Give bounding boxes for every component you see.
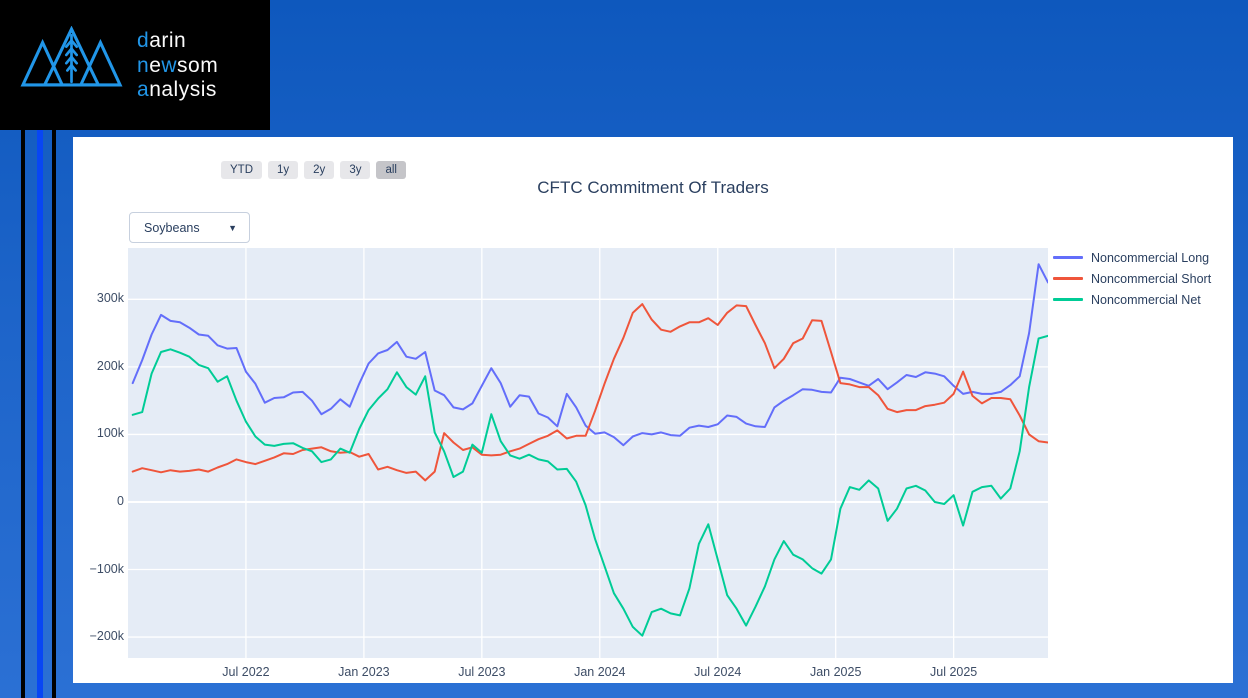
x-tick-label: Jan 2024: [574, 665, 626, 679]
legend-item[interactable]: Noncommercial Short: [1053, 268, 1211, 289]
y-tick-label: 0: [117, 493, 124, 508]
series-line-noncommercial-short[interactable]: [131, 303, 1048, 482]
mountains-wheat-icon: [20, 26, 123, 87]
y-tick-label: 200k: [96, 358, 124, 373]
legend-item[interactable]: Noncommercial Net: [1053, 289, 1211, 310]
logo-letter: e: [149, 53, 162, 77]
logo-accent-letter: a: [137, 78, 150, 101]
legend-line-swatch: [1053, 298, 1083, 301]
chevron-down-icon: ▼: [228, 222, 237, 233]
x-tick-label: Jan 2025: [809, 665, 862, 679]
logo-accent-letter: d: [137, 29, 150, 52]
x-tick-label: Jul 2024: [694, 665, 742, 679]
brand-logo: darin newsom analysis: [0, 0, 270, 130]
left-stripe-black-2: [52, 0, 56, 698]
legend-label: Noncommercial Short: [1091, 271, 1212, 286]
commodity-dropdown[interactable]: Soybeans ▼: [129, 212, 250, 243]
plot-area[interactable]: [128, 248, 1048, 658]
range-button-1y[interactable]: 1y: [268, 161, 299, 179]
logo-text-line: analysis: [137, 78, 218, 103]
chart-card: YTD 1y 2y 3y all CFTC Commitment Of Traders …: [73, 137, 1233, 683]
brand-wordmark: darin newsom analysis: [137, 29, 218, 103]
range-button-all[interactable]: all: [376, 161, 406, 179]
logo-letter: som: [177, 53, 219, 77]
y-tick-label: −100k: [89, 561, 124, 576]
x-tick-label: Jul 2025: [930, 665, 978, 679]
x-tick-label: Jul 2022: [222, 665, 270, 679]
dropdown-selected-value: Soybeans: [144, 220, 200, 235]
legend-line-swatch: [1053, 277, 1083, 280]
legend-label: Noncommercial Long: [1091, 250, 1210, 265]
series-line-noncommercial-net[interactable]: [131, 334, 1048, 637]
logo-text-line: newsom: [137, 54, 218, 79]
logo-letter: nalysis: [149, 78, 217, 101]
y-tick-label: 100k: [96, 426, 124, 441]
legend: Noncommercial Long Noncommercial Short Non…: [1053, 247, 1211, 310]
range-selector: YTD 1y 2y 3y all: [221, 161, 406, 179]
series-line-noncommercial-long[interactable]: [131, 263, 1048, 447]
logo-letter: arin: [149, 29, 187, 52]
left-stripe-black-1: [21, 0, 25, 698]
logo-accent-letter: w: [161, 53, 178, 77]
chart-title: CFTC Commitment Of Traders: [537, 178, 769, 197]
y-tick-label: 300k: [96, 291, 124, 306]
logo-accent-letter: n: [137, 53, 150, 77]
range-button-3y[interactable]: 3y: [340, 161, 371, 179]
x-tick-label: Jul 2023: [458, 665, 506, 679]
legend-line-swatch: [1053, 256, 1083, 259]
x-tick-label: Jan 2023: [338, 665, 390, 679]
legend-label: Noncommercial Net: [1091, 292, 1201, 307]
y-tick-label: −200k: [89, 629, 124, 644]
plot-canvas: [128, 248, 1048, 658]
range-button-ytd[interactable]: YTD: [221, 161, 262, 179]
range-button-2y[interactable]: 2y: [304, 161, 335, 179]
logo-text-line: darin: [137, 29, 218, 54]
legend-item[interactable]: Noncommercial Long: [1053, 247, 1211, 268]
left-stripe-blue: [37, 0, 43, 698]
